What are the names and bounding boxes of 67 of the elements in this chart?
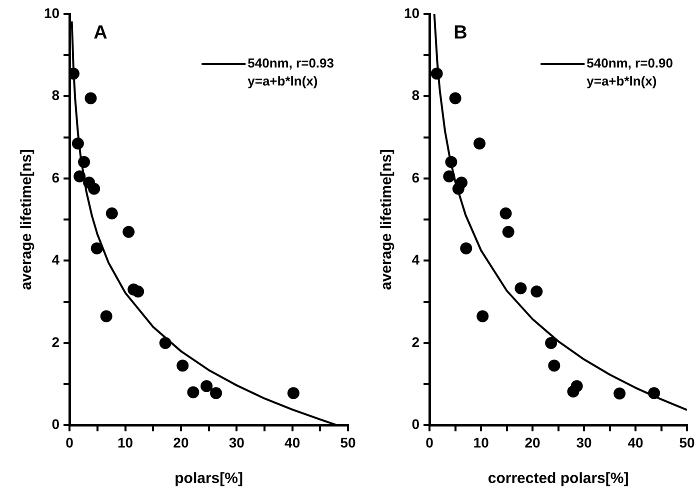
x-tick-label: 0 xyxy=(426,434,434,450)
point xyxy=(187,386,200,398)
point xyxy=(72,138,84,150)
point xyxy=(614,388,626,400)
point xyxy=(430,68,443,80)
point xyxy=(100,310,112,322)
x-tick-label: 20 xyxy=(524,434,541,450)
y-tick-label: 4 xyxy=(412,252,420,268)
point xyxy=(132,286,144,298)
point xyxy=(106,207,118,220)
point xyxy=(530,286,543,298)
legend-label: 540nm, r=0.90 xyxy=(586,56,674,71)
point xyxy=(548,360,560,372)
annotation: y=a+b*ln(x) xyxy=(586,74,657,89)
legend-label: 540nm, r=0.93 xyxy=(248,56,334,71)
y-tick-label: 6 xyxy=(52,169,60,186)
x-tick-label: 40 xyxy=(628,434,644,450)
x-axis-title: corrected polars[%] xyxy=(488,470,629,488)
x-tick-label: 30 xyxy=(576,434,592,450)
x-tick-label: 10 xyxy=(473,434,490,450)
point xyxy=(500,207,512,220)
x-tick-label: 20 xyxy=(173,434,189,450)
point xyxy=(570,380,583,392)
point xyxy=(514,282,527,294)
y-tick-label: 8 xyxy=(412,87,420,104)
point xyxy=(200,380,213,392)
y-tick-label: 4 xyxy=(52,252,60,268)
y-tick-label: 8 xyxy=(52,87,60,104)
y-tick-label: 0 xyxy=(412,416,420,432)
point xyxy=(122,226,135,238)
x-axis-title: polars[%] xyxy=(174,470,243,488)
y-tick-label: 10 xyxy=(44,4,60,21)
y-tick-label: 6 xyxy=(412,169,420,186)
text: A xyxy=(94,22,108,44)
point xyxy=(210,387,222,400)
point xyxy=(159,336,172,349)
y-axis-title: average lifetime[ns] xyxy=(378,149,396,290)
x-tick-label: 50 xyxy=(340,434,356,450)
point xyxy=(648,387,660,400)
point xyxy=(88,182,100,195)
point xyxy=(474,138,486,150)
point xyxy=(476,310,489,322)
point xyxy=(90,242,103,254)
point xyxy=(78,156,90,168)
y-tick-label: 2 xyxy=(52,334,60,350)
y-tick-label: 0 xyxy=(52,416,60,432)
point xyxy=(287,387,300,400)
x-tick-label: 50 xyxy=(679,434,695,450)
point xyxy=(445,156,458,168)
x-tick-label: 0 xyxy=(66,434,74,450)
y-tick-label: 10 xyxy=(404,4,420,21)
x-tick-label: 30 xyxy=(228,434,245,450)
point xyxy=(460,242,472,254)
point xyxy=(452,182,464,195)
annotation: y=a+b*ln(x) xyxy=(248,74,318,89)
y-axis-title: average lifetime[ns] xyxy=(18,149,36,290)
point xyxy=(74,170,86,182)
text: B xyxy=(454,22,468,44)
x-tick-label: 40 xyxy=(284,434,300,450)
point xyxy=(84,92,97,104)
point xyxy=(176,360,189,372)
point xyxy=(545,336,558,349)
y-tick-label: 2 xyxy=(412,334,420,350)
point xyxy=(443,170,456,182)
point xyxy=(449,92,462,104)
point xyxy=(502,226,514,238)
x-tick-label: 10 xyxy=(117,434,134,450)
